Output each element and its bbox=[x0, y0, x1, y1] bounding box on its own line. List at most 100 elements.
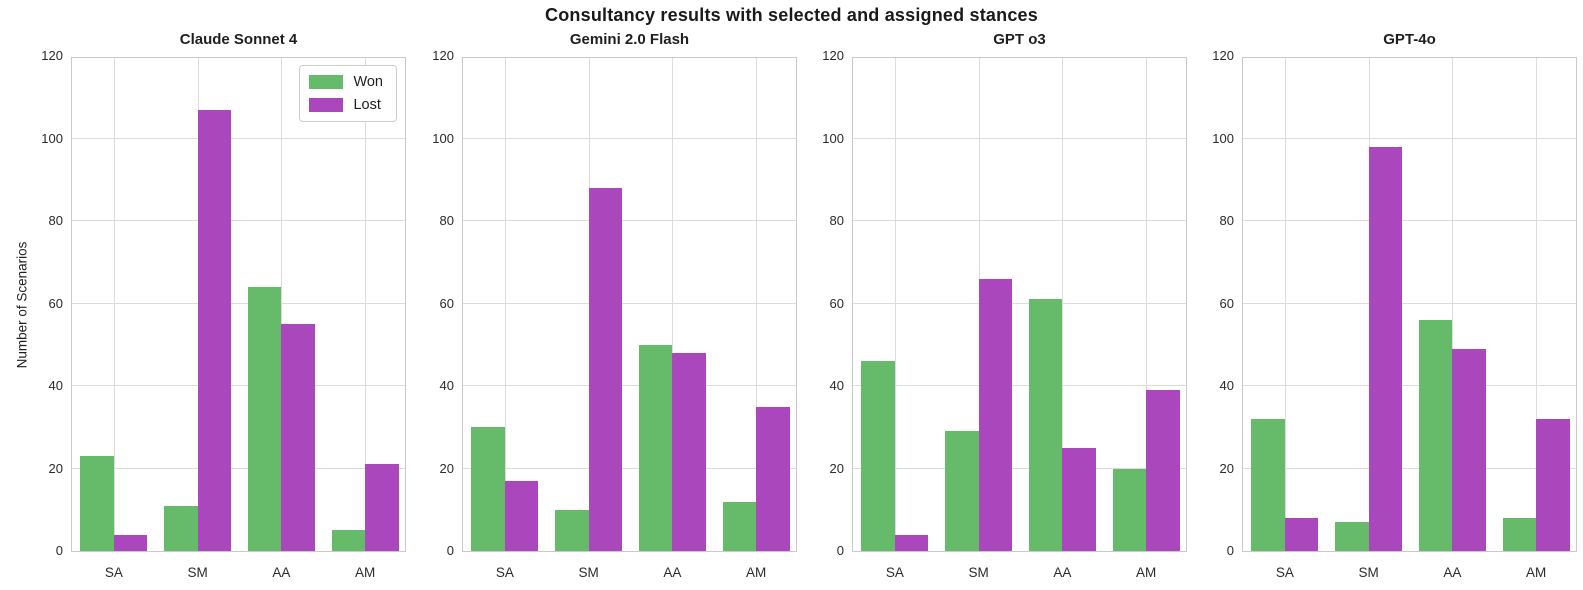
legend: Won Lost bbox=[299, 65, 397, 122]
subplot-claude-sonnet-4: Claude Sonnet 4 Won Lost 0 20 40 60 80 100 120… bbox=[41, 31, 406, 580]
y-tick-label: 0 bbox=[836, 543, 844, 558]
y-tick-label: 40 bbox=[439, 378, 454, 393]
y-tick-label: 20 bbox=[439, 460, 454, 476]
x-tick-label-sa: SA bbox=[104, 565, 123, 580]
gridline-vertical bbox=[113, 58, 115, 551]
y-tick-label: 60 bbox=[829, 295, 844, 311]
gridline-horizontal bbox=[853, 220, 1186, 221]
x-tick-label-aa: AA bbox=[1443, 565, 1462, 580]
subplot-title: GPT-4o bbox=[1383, 31, 1436, 48]
gridline-horizontal bbox=[853, 302, 1186, 304]
subplot-title: Claude Sonnet 4 bbox=[179, 31, 298, 48]
y-tick-label: 40 bbox=[1219, 378, 1234, 393]
bar-lost-aa bbox=[281, 324, 315, 551]
bar-won-sm bbox=[945, 431, 979, 551]
y-tick-label: 80 bbox=[439, 213, 454, 228]
subplot-title: GPT o3 bbox=[993, 31, 1046, 48]
subplot-title: Gemini 2.0 Flash bbox=[569, 31, 690, 48]
gridline-horizontal bbox=[72, 467, 405, 469]
gridline-horizontal bbox=[72, 385, 405, 386]
plot-area: 0 20 40 60 80 100 120 SA SM AA AM bbox=[1212, 48, 1577, 580]
bar-lost-aa bbox=[1452, 348, 1486, 551]
bar-lost-am bbox=[1536, 419, 1570, 551]
bar-lost-sm bbox=[978, 278, 1013, 551]
gridline-vertical bbox=[1536, 58, 1538, 551]
bar-lost-sm bbox=[197, 109, 232, 551]
x-tick-label-sm: SM bbox=[187, 565, 208, 580]
bar-won-sm bbox=[164, 505, 198, 551]
y-tick-label: 0 bbox=[1226, 543, 1234, 558]
legend-swatch-lost-icon bbox=[309, 98, 344, 112]
bar-lost-sa bbox=[1284, 518, 1319, 551]
y-tick-label: 100 bbox=[1212, 130, 1234, 146]
y-tick-label: 40 bbox=[829, 378, 844, 393]
y-tick-label: 60 bbox=[1219, 295, 1234, 311]
bar-won-sa bbox=[80, 456, 114, 551]
gridline-horizontal bbox=[463, 385, 796, 386]
y-tick-label: 20 bbox=[1219, 460, 1234, 476]
gridline-vertical bbox=[1284, 58, 1286, 551]
gridline-horizontal bbox=[853, 137, 1186, 139]
gridline-vertical bbox=[1146, 58, 1148, 551]
plot-area: 0 20 40 60 80 100 120 SA SM AA AM bbox=[432, 48, 797, 580]
bar-won-aa bbox=[1028, 299, 1063, 551]
subplot-gpt-4o: GPT-4o 0 20 40 60 80 100 120 SA SM AA AM bbox=[1212, 31, 1577, 580]
subplot-gpt-o3: GPT o3 0 20 40 60 80 100 120 SA SM AA AM bbox=[822, 31, 1187, 580]
y-tick-label: 100 bbox=[41, 130, 63, 146]
legend-swatch-won-icon bbox=[309, 75, 344, 89]
x-tick-label-sa: SA bbox=[1275, 565, 1294, 580]
y-tick-label: 20 bbox=[829, 460, 844, 476]
bar-lost-am bbox=[756, 406, 790, 551]
gridline-horizontal bbox=[463, 220, 796, 221]
subplot-gemini-2-0-flash: Gemini 2.0 Flash 0 20 40 60 80 100 120 SA SM AA AM bbox=[432, 31, 797, 580]
bar-lost-sm bbox=[588, 188, 623, 551]
gridline-horizontal bbox=[72, 137, 405, 139]
gridline-vertical bbox=[504, 58, 506, 551]
legend-item-won: Won bbox=[309, 74, 383, 90]
bar-won-am bbox=[1502, 518, 1537, 551]
bar-lost-am bbox=[1146, 390, 1180, 551]
y-tick-label: 0 bbox=[55, 543, 63, 558]
y-tick-label: 120 bbox=[1212, 48, 1234, 63]
x-tick-label-am: AM bbox=[1136, 565, 1157, 580]
x-tick-label-sm: SM bbox=[578, 565, 599, 580]
figure-title: Consultancy results with selected and as… bbox=[545, 5, 1038, 25]
bar-lost-sa bbox=[894, 534, 929, 551]
gridline-horizontal bbox=[463, 467, 796, 469]
y-tick-label: 120 bbox=[41, 48, 63, 63]
y-tick-label: 120 bbox=[822, 48, 844, 63]
plot-area: Won Lost 0 20 40 60 80 100 120 SA SM AA AM bbox=[41, 48, 406, 580]
bar-won-aa bbox=[247, 287, 282, 551]
y-tick-label: 0 bbox=[446, 543, 454, 558]
bar-won-sa bbox=[1251, 419, 1285, 551]
y-tick-label: 60 bbox=[48, 295, 63, 311]
gridline-horizontal bbox=[463, 302, 796, 304]
bar-lost-aa bbox=[1062, 447, 1096, 551]
legend-label: Lost bbox=[353, 97, 381, 113]
gridline-vertical bbox=[281, 58, 283, 551]
y-tick-label: 100 bbox=[432, 130, 454, 146]
bar-won-sm bbox=[1335, 522, 1369, 551]
y-tick-label: 120 bbox=[432, 48, 454, 63]
gridline-vertical bbox=[756, 58, 758, 551]
y-tick-label: 60 bbox=[439, 295, 454, 311]
bar-won-am bbox=[722, 501, 757, 551]
x-tick-label-am: AM bbox=[1526, 565, 1547, 580]
x-tick-label-aa: AA bbox=[1053, 565, 1072, 580]
y-tick-label: 80 bbox=[1219, 213, 1234, 228]
y-tick-label: 80 bbox=[829, 213, 844, 228]
bar-won-sm bbox=[555, 509, 589, 551]
bar-lost-sa bbox=[504, 480, 539, 551]
gridline-horizontal bbox=[463, 137, 796, 139]
x-tick-label-am: AM bbox=[355, 565, 376, 580]
gridline-horizontal bbox=[72, 302, 405, 304]
x-tick-label-aa: AA bbox=[272, 565, 291, 580]
legend-item-lost: Lost bbox=[309, 97, 383, 113]
gridline-vertical bbox=[365, 58, 367, 551]
y-tick-label: 80 bbox=[48, 213, 63, 228]
bar-won-aa bbox=[638, 344, 673, 551]
gridline-vertical bbox=[894, 58, 896, 551]
y-tick-label: 40 bbox=[48, 378, 63, 393]
bar-won-am bbox=[331, 530, 366, 551]
